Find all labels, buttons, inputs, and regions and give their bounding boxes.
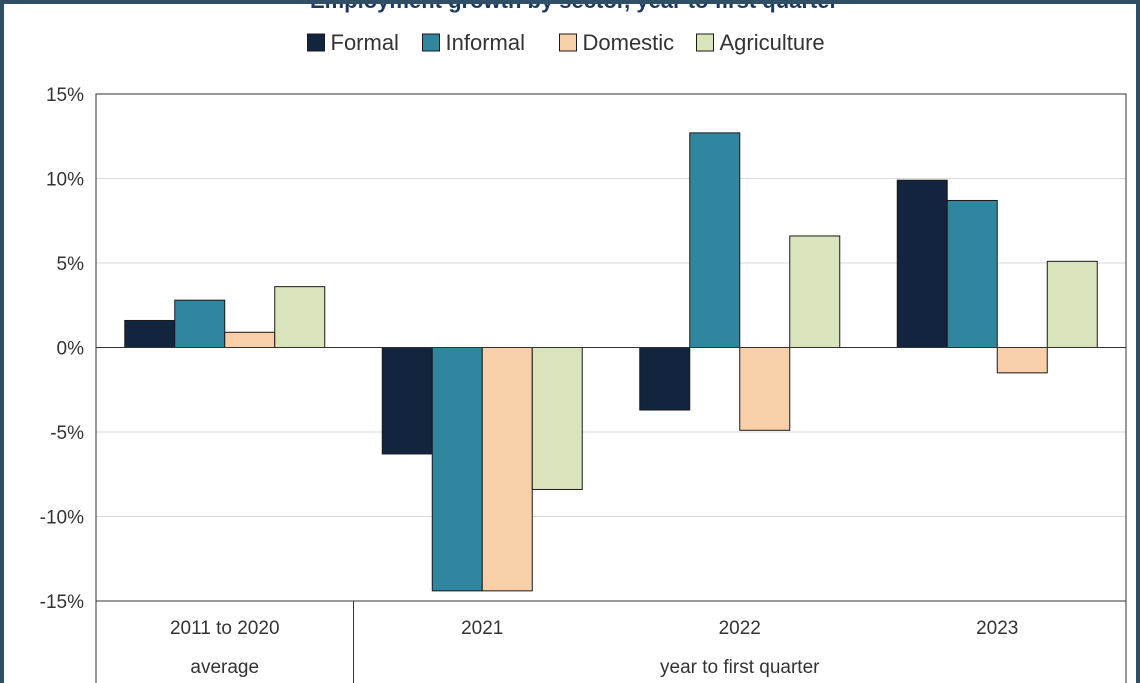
bar [124, 319, 176, 348]
x-axis-labels: 2011 to 2020 2021 2022 2023 average year to f… [170, 618, 1018, 678]
legend-label: Informal [446, 30, 525, 55]
bars [124, 132, 1098, 592]
y-tick-label: 5% [57, 254, 85, 275]
bar [689, 132, 741, 348]
bar [639, 347, 691, 411]
bar [431, 347, 483, 592]
legend-swatch [696, 33, 714, 52]
y-tick-label: -5% [50, 423, 84, 444]
x-group-label: average [190, 657, 259, 678]
x-tick-label: 2011 to 2020 [170, 618, 280, 639]
y-tick-label: 10% [46, 170, 84, 191]
x-tick-label: 2022 [719, 618, 761, 639]
bar [739, 347, 791, 431]
legend-label: Domestic [583, 30, 675, 55]
legend: Formal Informal Domestic Agriculture [307, 30, 825, 55]
bar [174, 299, 226, 348]
y-tick-label: -15% [40, 592, 84, 613]
legend-swatch [422, 33, 440, 52]
legend-label: Agriculture [720, 30, 825, 55]
x-group-label: year to first quarter [660, 657, 820, 678]
bar [896, 179, 948, 348]
x-tick-label: 2023 [976, 618, 1018, 639]
bar [481, 347, 533, 592]
bar [996, 347, 1048, 374]
bar [1046, 260, 1098, 348]
legend-label: Formal [331, 30, 399, 55]
y-tick-label: -10% [40, 508, 84, 529]
chart-title: Employment growth by sector, year to fir… [310, 4, 839, 13]
bar-chart: Employment growth by sector, year to fir… [40, 4, 1127, 683]
bar [224, 331, 276, 349]
bar [274, 286, 326, 349]
bar [381, 347, 433, 455]
bar [946, 199, 998, 348]
y-tick-label: 0% [57, 339, 85, 360]
y-tick-label: 15% [46, 85, 84, 106]
legend-swatch [559, 33, 577, 52]
y-axis-ticks: 15% 10% 5% 0% -5% -10% -15% [40, 85, 84, 613]
axes [95, 93, 1127, 683]
x-tick-label: 2021 [461, 618, 503, 639]
bar [789, 235, 841, 349]
legend-swatch [307, 33, 325, 52]
bar [531, 347, 583, 490]
